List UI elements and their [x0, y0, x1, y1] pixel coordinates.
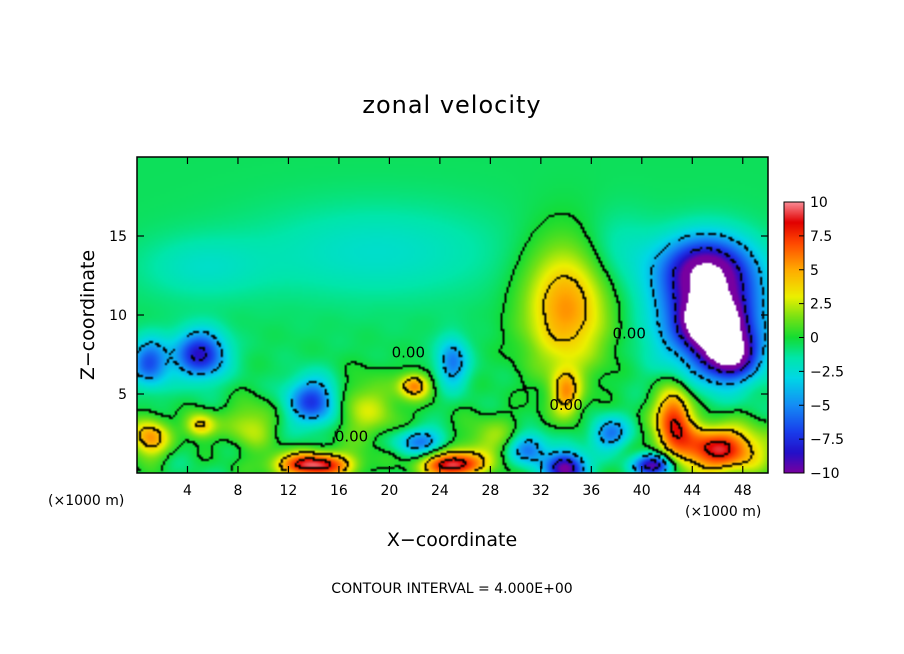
colorbar-ticks: 10 7.5 5 2.5 0 −2.5 −5 −7.5 −10 — [799, 195, 844, 482]
colorbar-tick-label: 2.5 — [810, 297, 832, 313]
x-tick-label: 4 — [183, 483, 192, 499]
x-tick-label: 44 — [683, 483, 701, 499]
contour-label: 0.00 — [549, 396, 582, 414]
x-tick-label: 28 — [481, 483, 499, 499]
x-unit-right: (×1000 m) — [685, 504, 761, 520]
x-tick-label: 24 — [431, 483, 449, 499]
colorbar-tick-label: 10 — [810, 195, 828, 211]
y-axis-label: Z−coordinate — [77, 250, 99, 380]
colorbar-tick-label: −5 — [810, 398, 831, 414]
colorbar-tick-label: 0 — [810, 331, 819, 347]
x-tick-label: 16 — [330, 483, 348, 499]
y-axis-ticks: 5 10 15 — [109, 229, 768, 403]
colorbar-tick-label: −2.5 — [810, 364, 844, 380]
colorbar-tick-label: −10 — [810, 466, 840, 482]
x-unit-left: (×1000 m) — [48, 493, 124, 509]
colorbar: 10 7.5 5 2.5 0 −2.5 −5 −7.5 −10 — [783, 195, 844, 482]
x-tick-label: 32 — [532, 483, 550, 499]
y-tick-label: 10 — [109, 308, 127, 324]
y-tick-label: 5 — [118, 387, 127, 403]
colorbar-tick-label: 7.5 — [810, 229, 832, 245]
contour-label: 0.00 — [392, 344, 425, 362]
x-tick-label: 20 — [380, 483, 398, 499]
x-tick-label: 36 — [582, 483, 600, 499]
plot-area: 0.000.000.000.00 4 8 12 16 20 24 28 32 36 40 44 48 … — [109, 156, 769, 499]
x-tick-label: 48 — [734, 483, 752, 499]
contour-interval: CONTOUR INTERVAL = 4.000E+00 — [331, 581, 572, 597]
contour-label: 0.00 — [335, 427, 368, 445]
contour-label: 0.00 — [612, 325, 645, 343]
velocity-field-image — [137, 157, 768, 473]
chart-title: zonal velocity — [362, 91, 541, 119]
x-tick-label: 12 — [280, 483, 298, 499]
x-axis-ticks: 4 8 12 16 20 24 28 32 36 40 44 48 — [183, 157, 752, 499]
colorbar-tick-label: 5 — [810, 263, 819, 279]
colorbar-tick-label: −7.5 — [810, 432, 844, 448]
y-tick-label: 15 — [109, 229, 127, 245]
x-axis-label: X−coordinate — [387, 529, 517, 551]
contour-labels: 0.00 0.00 0.00 0.00 — [335, 325, 646, 446]
x-tick-label: 40 — [633, 483, 651, 499]
x-tick-label: 8 — [233, 483, 242, 499]
